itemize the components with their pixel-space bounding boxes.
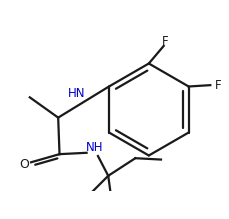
- Text: HN: HN: [68, 87, 85, 100]
- Text: NH: NH: [85, 141, 102, 154]
- Text: O: O: [19, 159, 29, 171]
- Text: F: F: [214, 79, 220, 92]
- Text: F: F: [161, 35, 168, 48]
